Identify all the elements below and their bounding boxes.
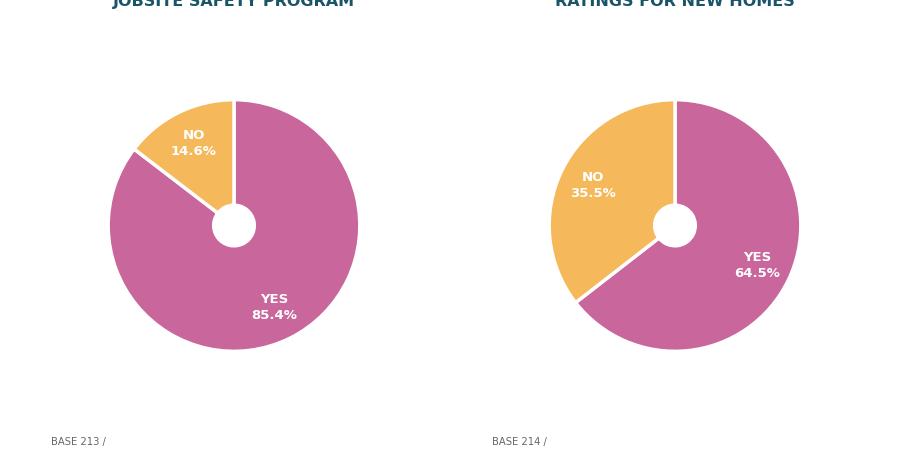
Wedge shape xyxy=(549,100,675,303)
Wedge shape xyxy=(576,100,801,351)
Text: YES
64.5%: YES 64.5% xyxy=(734,251,780,280)
Text: NO
35.5%: NO 35.5% xyxy=(571,171,616,200)
Text: BASE 214 /
SOURCE: PRO BUILDER HOUSING GIANTS SURVEY: BASE 214 / SOURCE: PRO BUILDER HOUSING G… xyxy=(492,437,740,451)
Text: BASE 213 /
SOURCE: PRO BUILDER HOUSING GIANTS SURVEY: BASE 213 / SOURCE: PRO BUILDER HOUSING G… xyxy=(51,437,299,451)
Title: GIANTS THAT PROVIDE ENERGY
RATINGS FOR NEW HOMES: GIANTS THAT PROVIDE ENERGY RATINGS FOR N… xyxy=(534,0,816,9)
Text: YES
85.4%: YES 85.4% xyxy=(251,293,297,322)
Title: GIANTS WITH A DOCUMENTED
JOBSITE SAFETY PROGRAM: GIANTS WITH A DOCUMENTED JOBSITE SAFETY … xyxy=(98,0,370,9)
Wedge shape xyxy=(134,100,234,213)
Wedge shape xyxy=(108,100,360,351)
Text: NO
14.6%: NO 14.6% xyxy=(171,129,217,158)
